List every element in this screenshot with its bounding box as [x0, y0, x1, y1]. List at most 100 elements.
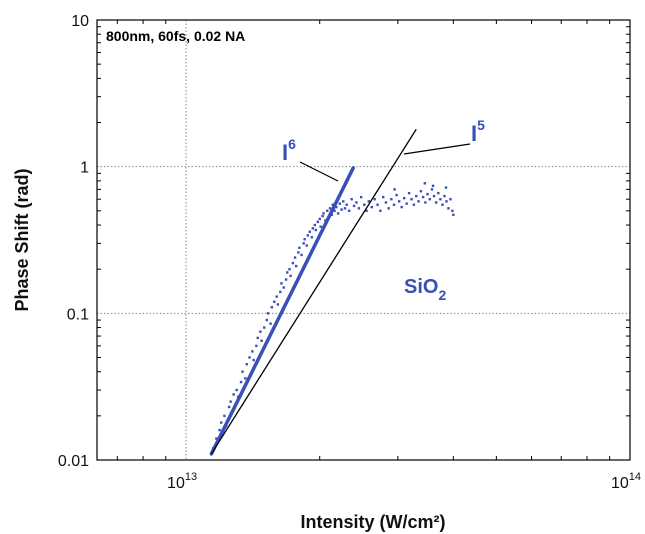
y-tick-label: 10	[71, 13, 89, 30]
data-point	[392, 203, 396, 206]
y-tick-label: 0.1	[67, 306, 89, 323]
data-point	[423, 182, 427, 185]
data-point	[305, 244, 308, 247]
data-point	[421, 195, 425, 199]
data-point	[342, 200, 345, 203]
data-point	[273, 300, 276, 303]
data-points	[211, 182, 455, 450]
data-point	[393, 188, 396, 191]
data-point	[359, 195, 363, 199]
y-tick-label: 1	[80, 160, 89, 177]
data-point	[318, 217, 321, 221]
fit-label-i5: I5	[471, 117, 485, 146]
data-point	[282, 286, 285, 289]
data-point	[223, 414, 226, 418]
data-point	[403, 196, 406, 200]
data-point	[291, 261, 295, 265]
data-point	[441, 203, 444, 206]
fit-label-i5-exp: 5	[477, 117, 485, 133]
material-label: SiO2	[404, 276, 446, 303]
material-label-sub: 2	[438, 287, 446, 303]
data-point	[405, 202, 408, 205]
data-point	[279, 290, 282, 294]
data-point	[269, 322, 272, 325]
data-point	[322, 212, 325, 215]
data-point	[444, 186, 448, 189]
leader-line-i6	[299, 161, 339, 182]
data-point	[265, 318, 269, 322]
data-point	[410, 198, 413, 201]
data-point	[373, 198, 376, 201]
x-tick-label: 1013	[167, 471, 197, 492]
data-point	[352, 204, 356, 208]
data-point	[227, 405, 231, 409]
axis-ticks: 0.01 0.1 1 10 1013 1014	[58, 13, 641, 492]
svg-text:SiO2: SiO2	[404, 276, 446, 303]
fit-label-i6-exp: 6	[288, 136, 296, 152]
data-point	[415, 194, 418, 198]
data-point	[319, 225, 322, 228]
data-point	[311, 227, 315, 230]
data-point	[431, 184, 435, 188]
data-point	[241, 370, 244, 373]
annotation-text: 800nm, 60fs, 0.02 NA	[106, 28, 245, 44]
x-axis-title: Intensity (W/cm²)	[300, 512, 445, 532]
data-point	[379, 209, 382, 213]
fit-line-i5	[210, 128, 417, 455]
fit-label-i6-base: I	[282, 140, 288, 165]
data-point	[310, 236, 314, 239]
data-point	[412, 203, 416, 206]
data-point	[313, 223, 317, 227]
data-point	[245, 362, 248, 366]
data-point	[335, 205, 338, 209]
data-point	[235, 388, 238, 392]
grid-lines	[97, 20, 630, 460]
data-point	[357, 207, 361, 210]
data-point	[424, 201, 427, 204]
data-point	[397, 200, 401, 203]
data-point	[439, 198, 442, 201]
data-point	[447, 207, 450, 210]
data-point	[390, 198, 393, 201]
data-point	[419, 190, 423, 193]
data-point	[248, 356, 251, 359]
data-point	[387, 207, 390, 210]
data-point	[449, 198, 452, 201]
data-point	[443, 194, 446, 198]
data-point	[328, 207, 332, 210]
data-point	[451, 209, 454, 213]
data-point	[244, 377, 247, 380]
data-point	[263, 326, 266, 329]
data-point	[316, 220, 319, 224]
data-point	[259, 330, 262, 333]
data-point	[432, 194, 436, 198]
data-point	[365, 209, 368, 213]
data-point	[331, 203, 334, 206]
data-point	[347, 209, 351, 213]
data-point	[338, 202, 342, 205]
data-point	[452, 213, 455, 216]
fit-line-i6	[209, 166, 355, 456]
fit-label-i6: I6	[282, 136, 296, 165]
data-point	[300, 253, 303, 257]
data-point	[367, 200, 371, 203]
data-point	[289, 274, 292, 278]
fit-label-i5-base: I	[471, 121, 477, 146]
data-point	[426, 192, 429, 196]
data-point	[232, 393, 235, 396]
data-point	[286, 271, 289, 274]
svg-text:I6: I6	[282, 136, 296, 165]
data-point	[303, 238, 306, 241]
data-point	[294, 264, 298, 268]
data-point	[284, 278, 288, 281]
data-point	[417, 200, 420, 203]
data-point	[321, 214, 324, 218]
data-point	[276, 303, 280, 306]
data-point	[275, 295, 278, 298]
y-axis-title: Phase Shift (rad)	[12, 168, 32, 311]
data-point	[255, 344, 258, 348]
data-point	[384, 201, 388, 204]
data-point	[288, 267, 291, 271]
data-point	[333, 209, 336, 213]
